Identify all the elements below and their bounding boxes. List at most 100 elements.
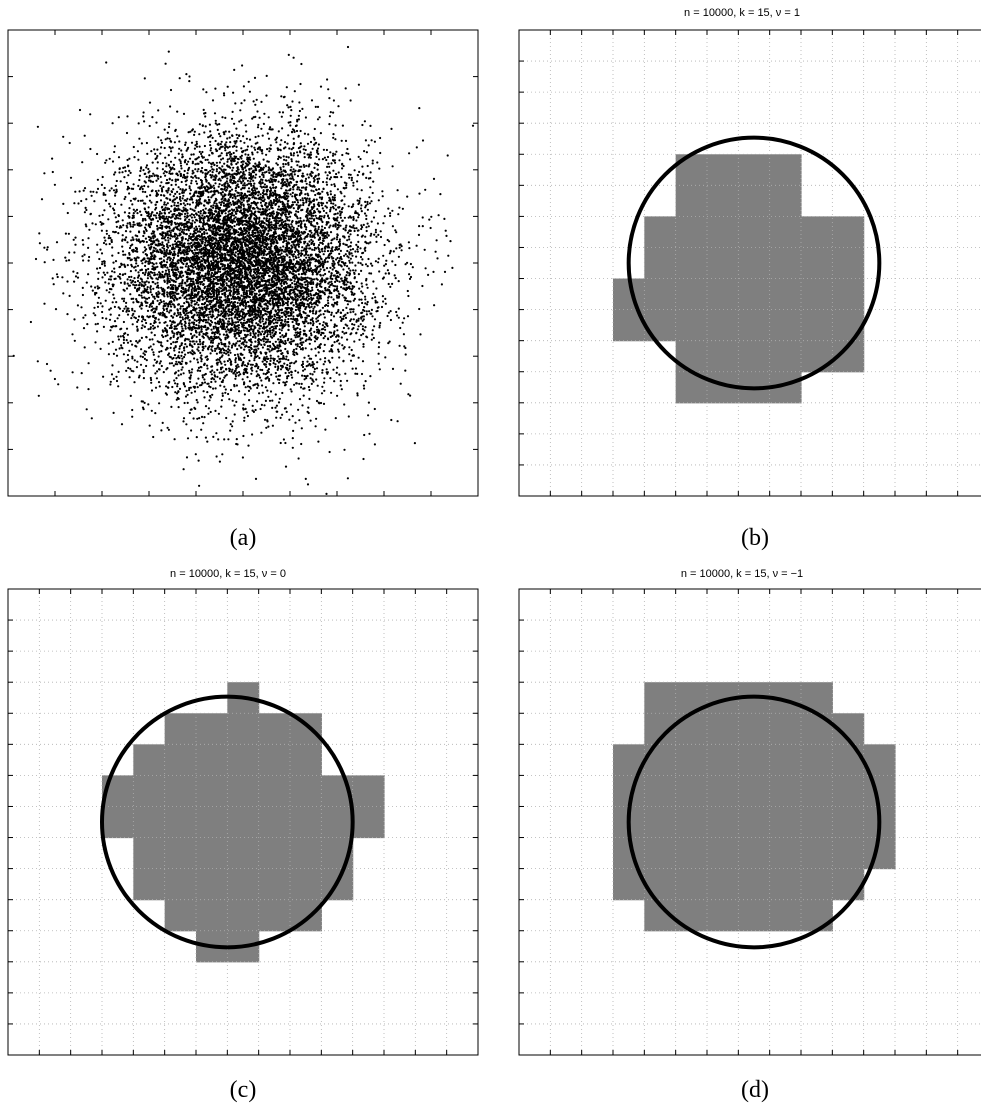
- scatter-point: [285, 156, 287, 158]
- scatter-point: [358, 84, 360, 86]
- scatter-point: [236, 348, 238, 350]
- scatter-point: [435, 251, 437, 253]
- scatter-point: [377, 307, 379, 309]
- scatter-point: [125, 170, 127, 172]
- scatter-point: [251, 145, 253, 147]
- scatter-point: [152, 351, 154, 353]
- scatter-point: [200, 153, 202, 155]
- scatter-point: [180, 165, 182, 167]
- scatter-point: [224, 117, 226, 119]
- scatter-point: [121, 246, 123, 248]
- scatter-point: [330, 314, 332, 316]
- scatter-point: [399, 247, 401, 249]
- scatter-point: [361, 258, 363, 260]
- scatter-point: [305, 149, 307, 151]
- scatter-point: [275, 341, 277, 343]
- scatter-point: [280, 282, 282, 284]
- scatter-point: [261, 384, 263, 386]
- scatter-point: [216, 376, 218, 378]
- scatter-point: [166, 310, 168, 312]
- scatter-point: [384, 298, 386, 300]
- scatter-point: [174, 202, 176, 204]
- scatter-point: [160, 222, 162, 224]
- scatter-point: [137, 280, 139, 282]
- scatter-point: [193, 340, 195, 342]
- scatter-point: [348, 260, 350, 262]
- scatter-point: [194, 319, 196, 321]
- scatter-point: [305, 116, 307, 118]
- scatter-point: [125, 236, 127, 238]
- scatter-point: [240, 182, 242, 184]
- scatter-point: [151, 389, 153, 391]
- scatter-point: [120, 263, 122, 265]
- scatter-point: [305, 165, 307, 167]
- scatter-point: [136, 212, 138, 214]
- scatter-point: [170, 306, 172, 308]
- scatter-point: [310, 339, 312, 341]
- scatter-point: [171, 386, 173, 388]
- scatter-point: [176, 315, 178, 317]
- scatter-point: [105, 300, 107, 302]
- scatter-point: [155, 262, 157, 264]
- scatter-point: [237, 137, 239, 139]
- scatter-point: [338, 171, 340, 173]
- scatter-point: [138, 274, 140, 276]
- scatter-point: [37, 126, 39, 128]
- scatter-point: [299, 292, 301, 294]
- scatter-point: [180, 162, 182, 164]
- scatter-point: [86, 323, 88, 325]
- scatter-point: [112, 294, 114, 296]
- scatter-point: [175, 377, 177, 379]
- scatter-point: [122, 310, 124, 312]
- scatter-point: [113, 268, 115, 270]
- scatter-point: [179, 388, 181, 390]
- scatter-point: [315, 425, 317, 427]
- scatter-point: [200, 360, 202, 362]
- scatter-point: [326, 177, 328, 179]
- scatter-point: [156, 149, 158, 151]
- scatter-point: [221, 188, 223, 190]
- scatter-point: [296, 204, 298, 206]
- scatter-point: [300, 204, 302, 206]
- scatter-point: [382, 300, 384, 302]
- scatter-point: [300, 276, 302, 278]
- scatter-point: [145, 365, 147, 367]
- scatter-point: [370, 272, 372, 274]
- scatter-point: [297, 323, 299, 325]
- scatter-point: [395, 231, 397, 233]
- scatter-point: [30, 321, 32, 323]
- scatter-point: [163, 300, 165, 302]
- scatter-point: [269, 360, 271, 362]
- scatter-point: [293, 325, 295, 327]
- scatter-point: [338, 343, 340, 345]
- scatter-point: [225, 212, 227, 214]
- scatter-point: [340, 217, 342, 219]
- scatter-point: [231, 346, 233, 348]
- scatter-point: [270, 357, 272, 359]
- scatter-point: [254, 307, 256, 309]
- scatter-point: [367, 223, 369, 225]
- scatter-point: [227, 438, 229, 440]
- scatter-point: [336, 295, 338, 297]
- scatter-point: [186, 390, 188, 392]
- scatter-point: [108, 291, 110, 293]
- scatter-point: [152, 436, 154, 438]
- scatter-point: [183, 356, 185, 358]
- scatter-point: [313, 371, 315, 373]
- scatter-point: [125, 302, 127, 304]
- scatter-point: [284, 220, 286, 222]
- scatter-point: [203, 396, 205, 398]
- scatter-point: [309, 247, 311, 249]
- scatter-point: [247, 180, 249, 182]
- scatter-point: [308, 336, 310, 338]
- scatter-point: [209, 311, 211, 313]
- scatter-point: [154, 308, 156, 310]
- scatter-point: [290, 158, 292, 160]
- scatter-point: [179, 188, 181, 190]
- scatter-point: [244, 364, 246, 366]
- scatter-point: [352, 368, 354, 370]
- scatter-point: [321, 386, 323, 388]
- scatter-point: [323, 215, 325, 217]
- scatter-point: [173, 257, 175, 259]
- scatter-point: [249, 334, 251, 336]
